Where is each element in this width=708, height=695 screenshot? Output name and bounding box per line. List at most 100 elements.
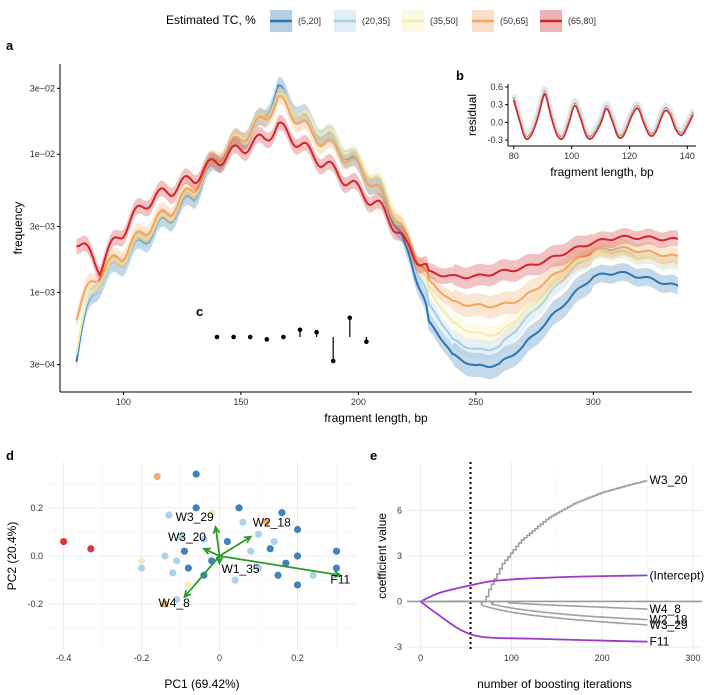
loading-arrow	[203, 547, 220, 557]
lollipop-point	[314, 329, 319, 335]
pca-point	[192, 470, 200, 478]
x-axis-label: number of boosting iterations	[477, 677, 632, 691]
x-tick-label: 140	[680, 151, 695, 161]
coef-path-(Intercept)	[420, 574, 648, 603]
pca-point	[235, 504, 243, 512]
pca-point	[192, 504, 200, 512]
lollipop-point	[264, 337, 270, 342]
x-axis-label: fragment length, bp	[550, 165, 654, 179]
series-line-(50,65]	[75, 95, 679, 321]
pca-point	[293, 525, 302, 534]
y-axis-label: coefficient value	[375, 513, 389, 599]
loading-arrow	[183, 555, 221, 598]
series-line-(35,50]	[75, 92, 679, 355]
x-tick-label: 200	[595, 653, 610, 663]
pca-point	[282, 559, 290, 567]
pca-point	[184, 564, 192, 572]
panel-label-a: a	[6, 38, 14, 53]
panel-label-c: c	[196, 304, 203, 319]
pca-point	[270, 537, 278, 546]
pca-point	[137, 557, 146, 565]
lollipop-point	[281, 334, 286, 340]
pca-point	[274, 571, 282, 579]
coef-label-F11: F11	[650, 635, 670, 649]
pca-point	[278, 509, 286, 517]
y-tick-label: 0.3	[490, 100, 503, 110]
loading-label-W1_35: W1_35	[222, 562, 260, 576]
y-tick-label: 0	[397, 596, 402, 606]
lollipop-point	[214, 334, 220, 340]
panel-a-frequency-plot: 100 150 200 250 300 3e−04 1e−03 3e−03 1e−02 3e−02…	[11, 64, 692, 425]
x-axis-label: PC1 (69.42%)	[164, 677, 239, 691]
y-axis-label: frequency	[11, 202, 25, 255]
x-tick-label: 120	[622, 151, 637, 161]
panel-label-d: d	[6, 448, 14, 463]
legend-label: (20,35]	[362, 16, 390, 26]
x-tick-label: 300	[586, 397, 601, 407]
coef-label-(Intercept): (Intercept)	[650, 568, 705, 582]
y-tick-label: 3e−04	[30, 360, 55, 370]
x-tick-label: 80	[509, 151, 519, 161]
coef-label-W2_18: W2_18	[650, 613, 688, 627]
lollipop-point	[297, 327, 303, 333]
pca-point	[208, 509, 216, 517]
coef-label-W3_29: W3_29	[650, 618, 688, 632]
loading-label-W3_29: W3_29	[176, 510, 214, 524]
pca-point	[332, 564, 341, 572]
pca-point	[87, 545, 95, 553]
pca-point	[161, 552, 169, 560]
pca-point	[254, 530, 263, 538]
y-tick-label: 0.2	[30, 503, 43, 513]
x-tick-label: 0	[418, 653, 423, 663]
loading-arrowhead	[243, 535, 253, 544]
lollipop-point	[330, 358, 336, 364]
series-line-(65,80]	[76, 121, 679, 280]
x-tick-label: 0.2	[291, 653, 304, 663]
coef-path-W4_8	[420, 600, 648, 610]
residual-line-(65,80]	[513, 93, 694, 141]
loading-arrowhead	[212, 525, 221, 534]
lollipop-point	[231, 334, 236, 340]
y-tick-label: -0.2	[27, 599, 43, 609]
legend-label: (65,80]	[568, 16, 596, 26]
panel-label-e: e	[370, 448, 377, 463]
x-tick-label: 100	[564, 151, 579, 161]
loading-label-W4_8: W4_8	[158, 596, 190, 610]
y-tick-label: 1e−02	[30, 149, 55, 159]
pca-point	[223, 537, 231, 546]
y-tick-label: -0.3	[487, 135, 503, 145]
pca-point	[266, 545, 274, 553]
pca-point	[169, 569, 177, 577]
pca-point	[173, 595, 181, 603]
coef-path-W3_20	[420, 480, 648, 603]
panel-label-b: b	[456, 68, 464, 83]
pca-point	[176, 533, 185, 541]
x-tick-label: 200	[351, 397, 366, 407]
loading-arrowhead	[202, 547, 211, 555]
panel-c-lollipop	[214, 315, 369, 364]
loading-arrow	[214, 526, 221, 557]
loading-arrow	[219, 555, 341, 577]
x-tick-label: -0.4	[56, 653, 72, 663]
pca-point	[59, 537, 68, 546]
lollipop-point	[247, 334, 253, 340]
legend: Estimated TC, % (5,20] (20,35] (35,50] (50,…	[166, 10, 596, 32]
x-axis-label: fragment length, bp	[324, 411, 428, 425]
pca-point	[173, 557, 181, 565]
y-tick-label: 3	[397, 551, 402, 561]
loading-label-W3_20: W3_20	[168, 530, 206, 544]
y-tick-label: 0.6	[490, 82, 503, 92]
pca-point	[254, 564, 263, 572]
legend-label: (35,50]	[430, 16, 458, 26]
panel-d-pca-plot: -0.4 -0.2 0 0.2 -0.2 0.0 0.2 PC1 (69.42%) PC2 (2…	[5, 462, 356, 691]
pca-point	[309, 571, 317, 579]
pca-point	[262, 518, 270, 526]
lollipop-point	[347, 315, 353, 321]
x-tick-label: -0.2	[134, 653, 150, 663]
y-tick-label: 0.0	[490, 117, 503, 127]
y-tick-label: 0.0	[30, 551, 43, 561]
x-tick-label: 250	[468, 397, 483, 407]
x-tick-label: 0	[217, 653, 222, 663]
loading-arrow	[219, 535, 252, 557]
loading-label-W2_18: W2_18	[253, 516, 291, 530]
